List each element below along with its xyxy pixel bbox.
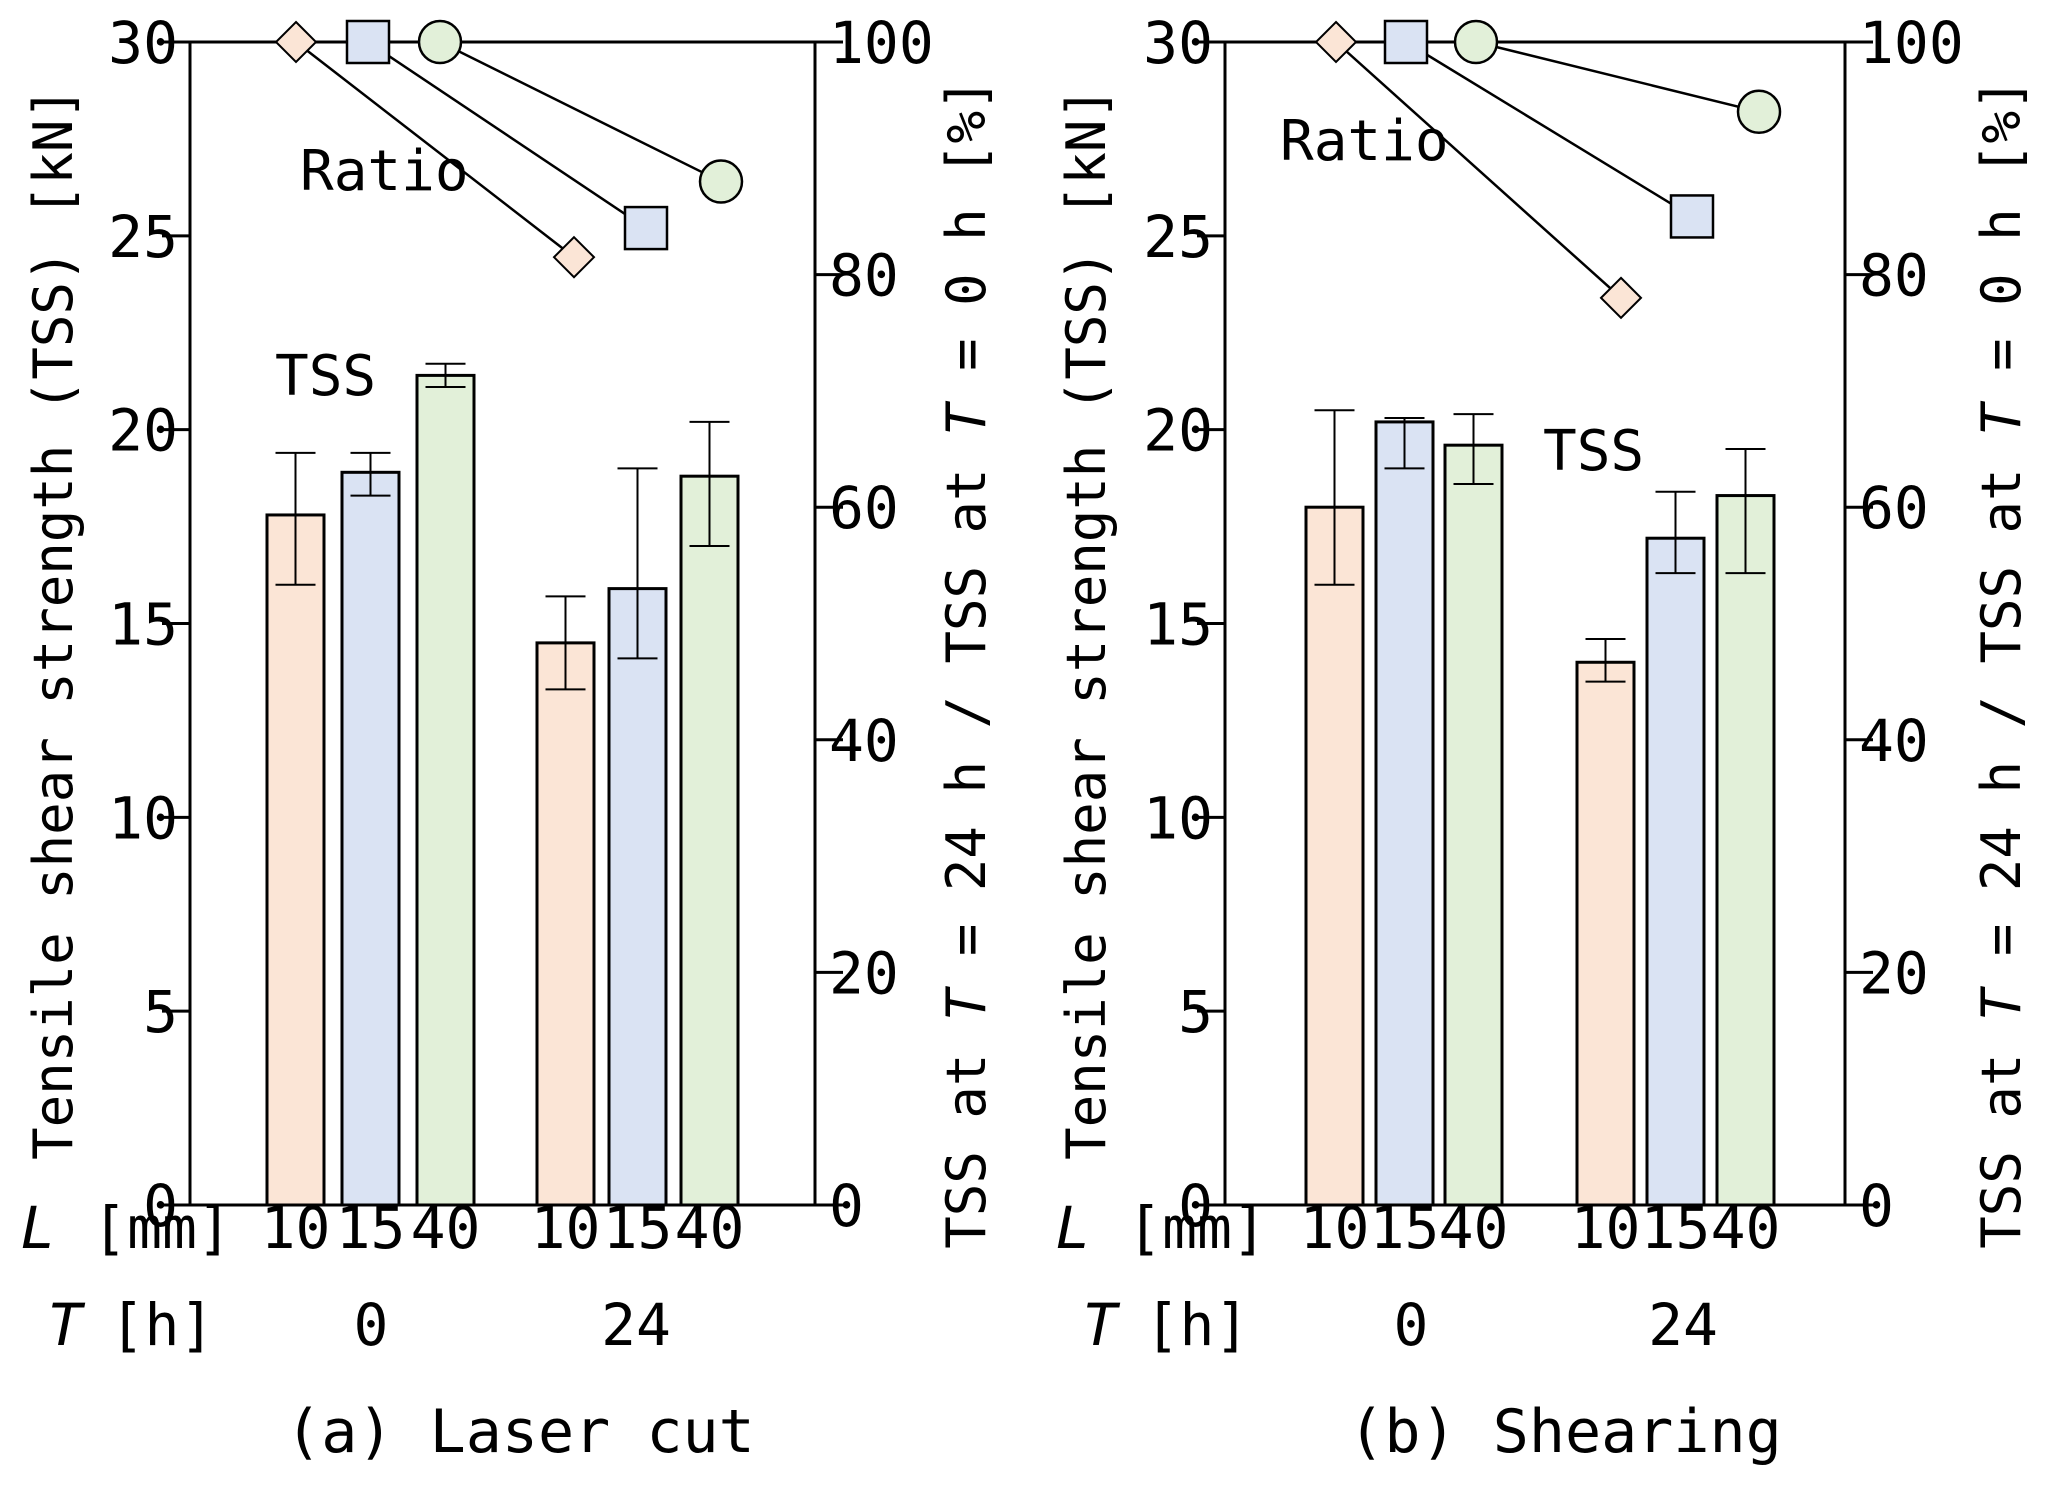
y-tick-label: 15	[1143, 591, 1213, 659]
ratio-line-L40	[439, 40, 722, 183]
row-label-L-unit: [mm]	[1127, 1194, 1267, 1262]
y2-axis-title-part: TSS at	[1970, 1021, 2033, 1249]
bar-T24-L15	[607, 587, 668, 1207]
bar-T0-L10	[265, 513, 326, 1207]
ratio-annotation: Ratio	[1280, 109, 1449, 174]
y-tick-label: 0	[1178, 1172, 1213, 1240]
y2-tick-label: 100	[829, 9, 934, 77]
y2-axis-title: TSS at T = 24 h / TSS at T = 0 h [%]	[935, 78, 998, 1248]
y2-axis-title-part: = 24 h / TSS at	[1970, 436, 2033, 989]
bar-T24-L40	[1715, 494, 1776, 1207]
x-group-label-T: 24	[1648, 1291, 1718, 1359]
y2-tick-label: 0	[829, 1172, 864, 1240]
row-label-L-symbol: L	[1056, 1194, 1091, 1262]
y2-tick-label: 80	[829, 242, 899, 310]
y2-tick-label: 20	[829, 939, 899, 1007]
bar-T0-L15	[1374, 420, 1435, 1207]
ratio-line-L10	[1335, 41, 1622, 299]
y2-axis-title-part: T	[1970, 400, 2033, 436]
y2-axis-title-part: T	[935, 400, 998, 436]
ratio-marker-end-L15	[1669, 194, 1715, 239]
ratio-marker-start-L10	[1314, 20, 1358, 64]
ratio-marker-end-L40	[1736, 89, 1782, 135]
x-group-label-T: 24	[601, 1291, 671, 1359]
bar-T0-L15	[340, 470, 401, 1207]
ratio-annotation: Ratio	[300, 139, 469, 204]
y-tick-label: 30	[1143, 9, 1213, 77]
y-tick-label: 30	[108, 9, 178, 77]
bar-T24-L10	[535, 641, 596, 1207]
y2-axis-title-part: = 0 h [%]	[1970, 78, 2033, 403]
ratio-line-L10	[295, 41, 575, 259]
tss-annotation: TSS	[1543, 419, 1644, 484]
bar-T24-L40	[679, 474, 740, 1207]
y2-tick-label: 60	[1859, 474, 1929, 542]
ratio-line-L40	[1475, 40, 1760, 113]
row-label-L-symbol: L	[21, 1194, 56, 1262]
y-tick-label: 5	[1178, 978, 1213, 1046]
bar-T24-L15	[1645, 536, 1706, 1207]
row-label-T-unit: [h]	[1145, 1291, 1250, 1359]
ratio-marker-end-L10	[1599, 276, 1643, 320]
y2-tick-label: 40	[1859, 707, 1929, 775]
y2-axis-title: TSS at T = 24 h / TSS at T = 0 h [%]	[1970, 78, 2033, 1248]
ratio-line-L15	[1405, 40, 1693, 218]
panel-caption: (b) Shearing	[1348, 1397, 1781, 1467]
ratio-marker-end-L10	[552, 235, 596, 279]
y-tick-label: 25	[108, 203, 178, 271]
y-tick-label: 0	[143, 1172, 178, 1240]
y-tick-label: 20	[108, 397, 178, 465]
row-label-T-unit: [h]	[110, 1291, 215, 1359]
panel-caption: (a) Laser cut	[285, 1397, 755, 1467]
y-axis-title: Tensile shear strength (TSS) [kN]	[22, 87, 85, 1160]
y2-tick-label: 60	[829, 474, 899, 542]
y-tick-label: 20	[1143, 397, 1213, 465]
y2-axis-title-part: = 24 h / TSS at	[935, 436, 998, 989]
y2-tick-label: 80	[1859, 242, 1929, 310]
ratio-marker-start-L40	[1453, 19, 1499, 65]
y-tick-label: 15	[108, 591, 178, 659]
y-axis-title: Tensile shear strength (TSS) [kN]	[1055, 87, 1118, 1160]
bar-T0-L40	[415, 373, 476, 1207]
bar-T24-L10	[1575, 660, 1636, 1207]
y2-tick-label: 20	[1859, 939, 1929, 1007]
tss-annotation: TSS	[275, 344, 376, 409]
row-label-L-unit: [mm]	[92, 1194, 232, 1262]
y2-axis-title-part: TSS at	[935, 1021, 998, 1249]
y-tick-label: 10	[1143, 784, 1213, 852]
ratio-line-L15	[367, 40, 647, 230]
ratio-marker-start-L10	[274, 20, 318, 64]
y2-tick-label: 0	[1859, 1172, 1894, 1240]
x-group-label-T: 0	[354, 1291, 389, 1359]
y2-tick-label: 40	[829, 707, 899, 775]
ratio-marker-start-L15	[345, 19, 391, 65]
row-label-T-symbol: T	[48, 1291, 86, 1359]
y-tick-label: 5	[143, 978, 178, 1046]
y2-tick-label: 100	[1859, 9, 1964, 77]
ratio-marker-start-L15	[1383, 19, 1429, 65]
ratio-marker-start-L40	[417, 19, 463, 65]
ratio-marker-end-L15	[623, 205, 669, 251]
x-group-label-T: 0	[1394, 1291, 1429, 1359]
y2-axis-title-part: T	[935, 985, 998, 1021]
y-tick-label: 10	[108, 784, 178, 852]
y2-axis-title-part: = 0 h [%]	[935, 78, 998, 403]
y-tick-label: 25	[1143, 203, 1213, 271]
bar-T0-L40	[1443, 443, 1504, 1207]
bar-T0-L10	[1304, 505, 1365, 1207]
ratio-marker-end-L40	[698, 159, 744, 204]
y2-axis-title-part: T	[1970, 985, 2033, 1021]
row-label-T-symbol: T	[1083, 1291, 1121, 1359]
